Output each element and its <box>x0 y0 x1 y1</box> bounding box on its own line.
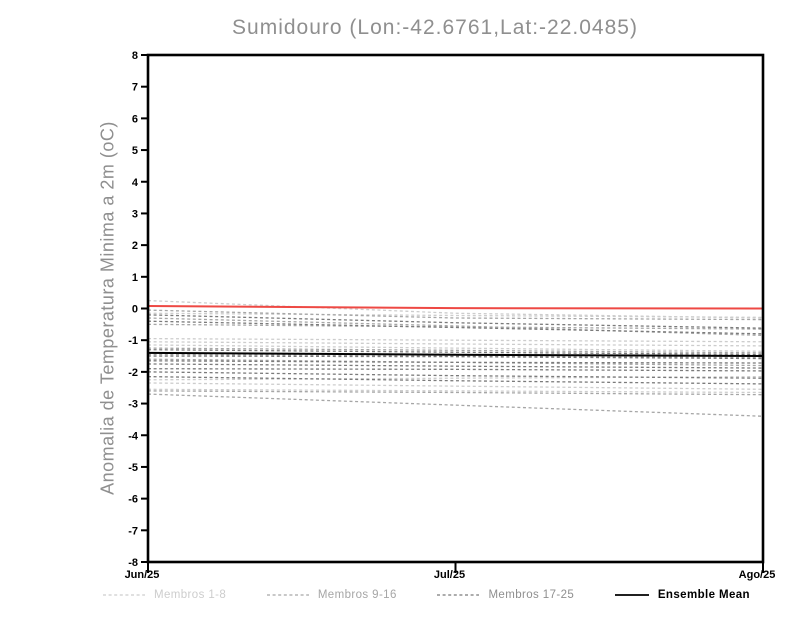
legend-line-sample <box>266 594 309 596</box>
membro-8-line <box>147 388 764 394</box>
legend-label: Membros 17-25 <box>488 589 575 601</box>
membro-14-line <box>147 358 764 367</box>
membro-22-line <box>147 363 764 369</box>
y-tick-label: 4 <box>132 177 139 189</box>
membro-2-line <box>147 312 764 319</box>
membro-3-line <box>147 337 764 343</box>
y-tick-label: -2 <box>128 367 138 379</box>
ensemble-mean-line <box>147 351 764 358</box>
y-tick-label: 2 <box>132 240 138 252</box>
legend-item-membros-17-25: Membros 17-25 <box>437 589 574 601</box>
membro-7-line <box>147 344 764 352</box>
y-tick-label: 7 <box>132 82 138 94</box>
legend-line-sample <box>103 594 145 596</box>
x-tick-label: Jun/25 <box>125 569 160 581</box>
legend-item-membros-1-8: Membros 1-8 <box>103 589 226 601</box>
chart-title: Sumidouro (Lon:-42.6761,Lat:-22.0485) <box>232 16 638 39</box>
membro-18-line <box>147 320 764 335</box>
membro-4-line <box>147 341 764 347</box>
y-tick-label: -7 <box>128 525 138 537</box>
membro-20-line <box>147 355 764 360</box>
y-tick-label: -6 <box>128 494 138 506</box>
membro-19-line <box>147 349 764 356</box>
plot-frame <box>146 53 765 564</box>
membro-10-line <box>147 317 764 337</box>
y-tick-label: -3 <box>128 399 138 411</box>
membro-6-line <box>147 382 764 390</box>
y-tick-label: 0 <box>132 304 138 316</box>
membro-16-line <box>147 393 764 417</box>
membro-12-line <box>147 347 764 354</box>
zero-line-line <box>147 304 764 310</box>
membro-1-line <box>147 299 764 319</box>
legend-label: Membros 9-16 <box>317 589 397 601</box>
membro-11-line <box>147 323 764 330</box>
membro-15-line <box>147 390 764 396</box>
membro-13-line <box>147 353 764 359</box>
membro-24-line <box>147 371 764 379</box>
x-tick-label: Jul/25 <box>434 569 465 581</box>
membro-25-line <box>147 375 764 385</box>
y-tick-label: -4 <box>128 430 139 442</box>
legend: Membros 1-8 Membros 9-16 Membros 17-25 Ense… <box>103 587 750 603</box>
y-tick-label: 6 <box>132 113 138 125</box>
membro-21-line <box>147 360 764 364</box>
membro-23-line <box>147 368 764 372</box>
legend-item-membros-9-16: Membros 9-16 <box>266 589 397 601</box>
y-tick-label: -5 <box>128 462 138 474</box>
legend-line-sample <box>437 594 480 596</box>
legend-label: Ensemble Mean <box>657 589 750 601</box>
y-tick-label: 8 <box>132 50 138 62</box>
y-tick-label: -1 <box>128 335 138 347</box>
membro-17-line <box>147 314 764 329</box>
y-tick-label: -8 <box>128 557 138 569</box>
legend-line-sample <box>614 594 649 596</box>
y-tick-label: 3 <box>132 208 138 220</box>
membro-9-line <box>147 309 764 321</box>
legend-item-ensemble-mean: Ensemble Mean <box>614 589 750 601</box>
x-tick-label: Ago/25 <box>739 569 776 581</box>
legend-label: Membros 1-8 <box>154 589 227 601</box>
y-tick-label: 5 <box>132 145 138 157</box>
y-tick-label: 1 <box>132 272 138 284</box>
